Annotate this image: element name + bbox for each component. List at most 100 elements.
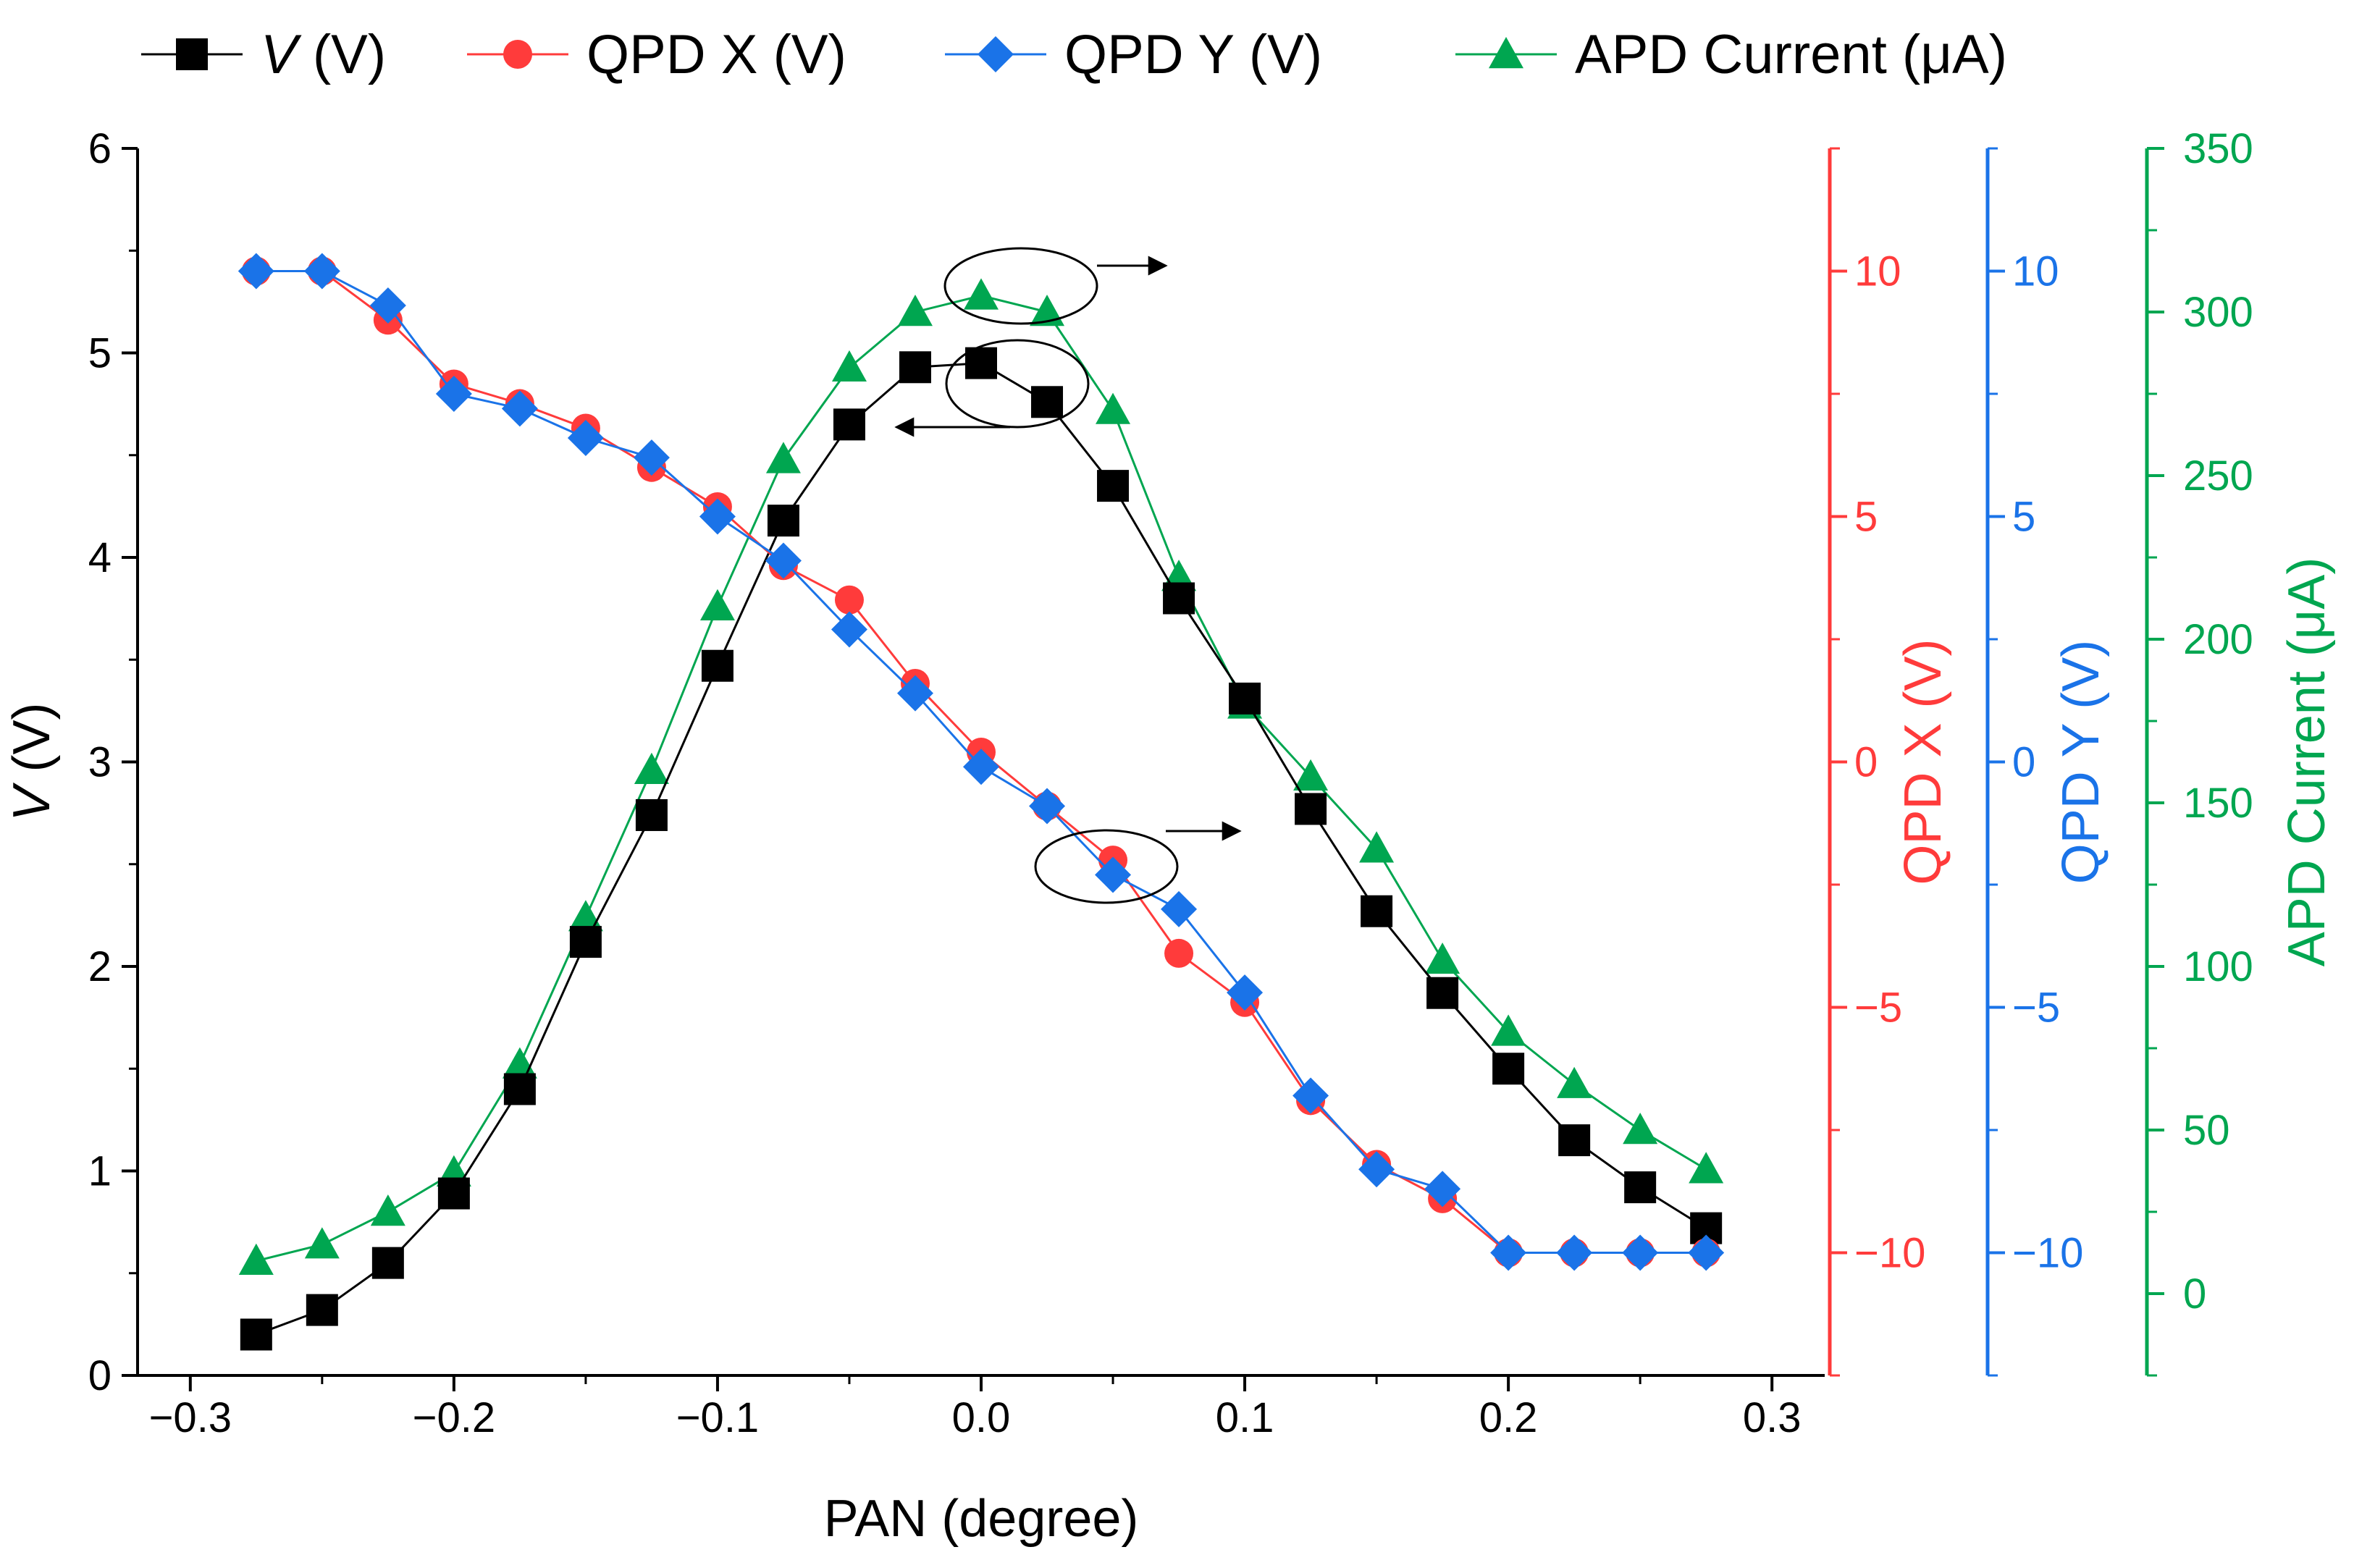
legend-item-v: V (V) [141,24,386,85]
apd-axis-tick-label: 0 [2183,1270,2206,1318]
data-point-v [1229,682,1261,715]
apd-axis-tick-label: 200 [2183,616,2253,663]
data-point-qy [1424,1171,1461,1207]
data-point-qy [237,253,274,290]
legend-marker-qy [978,36,1014,72]
v-axis-tick-label: 4 [88,534,112,581]
data-point-apd [634,752,669,784]
data-point-v [1031,386,1064,418]
data-point-qy [303,253,340,290]
data-point-qy [435,376,472,412]
data-point-apd [1491,1014,1526,1046]
data-point-qy [765,542,802,579]
data-point-qy [896,675,933,712]
qy-axis-tick-label: 0 [2012,739,2035,786]
data-point-qx [834,585,864,615]
v-axis-label: V (V) [3,702,61,821]
v-axis-tick-label: 5 [88,330,112,377]
data-point-apd [1096,392,1131,424]
data-point-qy [1622,1234,1659,1271]
data-point-qy [831,611,867,648]
data-point-qy [501,390,538,427]
data-point-v [371,1247,404,1279]
legend-label: QPD X (V) [587,24,846,85]
data-point-qy [1161,890,1198,927]
qy-axis-tick-label: −5 [2012,985,2060,1032]
data-point-apd [1623,1113,1658,1145]
data-point-v [306,1294,338,1326]
data-point-v [1361,895,1393,927]
apd-axis-label: APD Current (μA) [2278,557,2336,967]
data-point-v [1295,793,1327,825]
data-point-qy [1095,856,1132,893]
data-point-qx [1164,938,1194,968]
legend-marker-qx [503,40,532,69]
apd-axis-tick-label: 250 [2183,452,2253,500]
legend-item-qy: QPD Y (V) [945,24,1322,85]
data-point-v [503,1073,536,1105]
data-point-apd [897,295,933,326]
data-point-qy [699,498,736,535]
legend-marker-apd [1489,37,1523,69]
data-point-qy [963,749,999,785]
series-qy [237,253,1725,1271]
data-point-apd [1689,1152,1724,1184]
x-axis-label: PAN (degree) [824,1490,1139,1548]
legend-marker-v [176,38,208,70]
data-point-apd [699,589,735,620]
data-point-v [1492,1053,1525,1085]
data-point-v [701,649,733,682]
data-point-apd [238,1243,274,1275]
data-point-v [1426,977,1459,1009]
data-point-apd [1030,295,1065,326]
data-point-apd [831,350,867,382]
v-axis-tick-label: 3 [88,739,112,786]
x-tick-label: −0.3 [149,1394,232,1441]
legend-label: APD Current (μA) [1575,24,2007,85]
data-point-qy [1227,974,1264,1011]
data-point-v [569,926,602,958]
series-v [240,347,1723,1351]
data-point-v [437,1177,470,1210]
x-tick-label: 0.1 [1216,1394,1274,1441]
qx-axis-label: QPD X (V) [1894,638,1952,885]
v-axis-tick-label: 2 [88,943,112,990]
data-point-qy [633,439,670,476]
y-axes: 0 1 2 3 4 5 6 V (V) −10 −5 0 5 10 QPD X (V) −10 −5 0 5 10 Q… [3,125,2336,1399]
data-point-qy [567,420,604,457]
qy-axis-tick-label: −10 [2012,1230,2083,1277]
data-point-qy [1688,1234,1725,1271]
series-layer [237,253,1725,1351]
x-tick-label: −0.2 [413,1394,496,1441]
qy-axis-tick-label: 5 [2012,494,2035,541]
x-tick-label: −0.1 [676,1394,760,1441]
data-point-v [767,505,799,537]
x-tick-label: 0.0 [952,1394,1011,1441]
annotation-ellipse-qpd [1034,829,1179,904]
v-axis-tick-label: 0 [88,1352,112,1399]
v-axis-tick-label: 1 [88,1148,112,1195]
series-line-v [256,362,1707,1336]
data-point-apd [1359,831,1395,863]
data-point-v [240,1318,272,1351]
annotation-ellipse-apd [943,247,1098,325]
apd-axis-tick-label: 350 [2183,125,2253,172]
apd-axis: 0 50 100 150 200 250 300 350 APD Current (μA) [2145,125,2336,1377]
data-point-v [899,351,931,384]
qx-axis-tick-label: −10 [1854,1230,1925,1277]
legend: V (V) QPD X (V) QPD Y (V) APD Current (μA) [141,24,2007,85]
qx-axis: −10 −5 0 5 10 QPD X (V) [1828,147,1952,1377]
qx-axis-tick-label: 5 [1854,494,1878,541]
data-point-qy [1358,1151,1395,1188]
data-point-apd [765,442,801,473]
x-tick-label: 0.2 [1479,1394,1538,1441]
data-point-v [833,408,865,441]
apd-axis-tick-label: 50 [2183,1107,2230,1154]
data-point-v [1624,1171,1657,1204]
annotations [894,247,1242,904]
annotation-ellipse-v [945,339,1090,429]
legend-label: V (V) [261,24,386,85]
qy-axis-tick-label: 10 [2012,248,2059,295]
qx-axis-tick-label: 0 [1854,739,1878,786]
legend-label: QPD Y (V) [1064,24,1322,85]
